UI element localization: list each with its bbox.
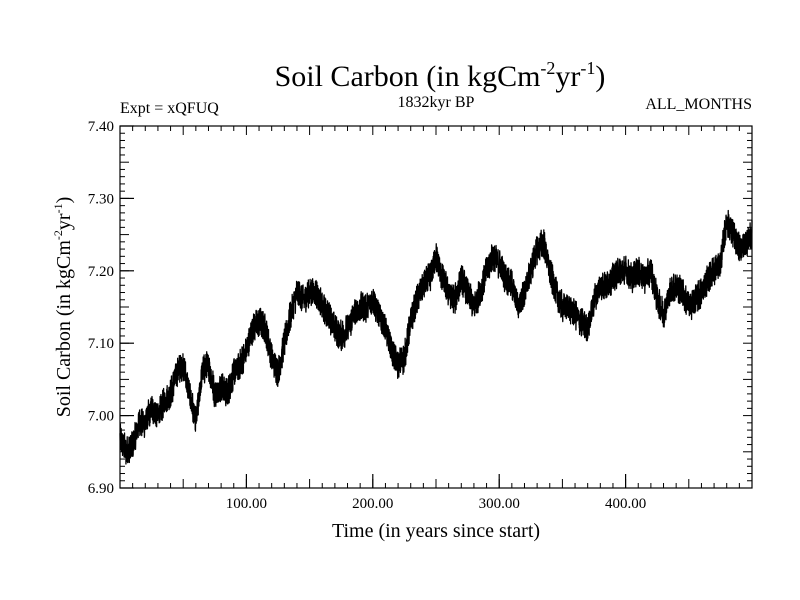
x-tick-label: 400.00	[605, 496, 646, 512]
series-layer	[119, 209, 753, 465]
subtitle-months: ALL_MONTHS	[645, 96, 752, 113]
ylabel-end: )	[53, 197, 75, 204]
y-tick-label: 7.40	[88, 119, 114, 135]
x-tick-label: 300.00	[479, 496, 520, 512]
y-tick-label: 7.10	[88, 336, 114, 352]
ylabel-sup-2: -1	[51, 203, 65, 213]
ylabel-mid: yr	[53, 213, 75, 230]
title-mid: yr	[555, 60, 580, 93]
x-axis-label: Time (in years since start)	[332, 520, 540, 542]
subtitle-period: 1832kyr BP	[398, 94, 475, 111]
ylabel-main: Soil Carbon (in kgCm	[53, 240, 75, 418]
y-tick-label: 7.20	[88, 264, 114, 280]
y-tick-label: 7.00	[88, 409, 114, 425]
x-tick-label: 200.00	[352, 496, 393, 512]
y-axis: 6.90 7.00 7.10 7.20 7.30 7.40	[88, 119, 134, 497]
chart-title: Soil Carbon (in kgCm-2yr-1)	[275, 58, 606, 93]
y-tick-label: 6.90	[88, 481, 114, 497]
x-tick-label: 100.00	[226, 496, 267, 512]
title-sup-2: -1	[580, 58, 595, 78]
x-axis: 100.00 200.00 300.00 400.00	[226, 474, 646, 512]
subtitle-experiment: Expt = xQFUQ	[120, 100, 219, 117]
ylabel-sup-1: -2	[51, 230, 65, 240]
title-main: Soil Carbon (in kgCm	[275, 60, 541, 93]
title-end: )	[595, 60, 605, 93]
soil-carbon-line	[119, 209, 753, 465]
y-axis-label: Soil Carbon (in kgCm-2yr-1)	[51, 197, 75, 418]
y-tick-label: 7.30	[88, 191, 114, 207]
title-sup-1: -2	[540, 58, 555, 78]
